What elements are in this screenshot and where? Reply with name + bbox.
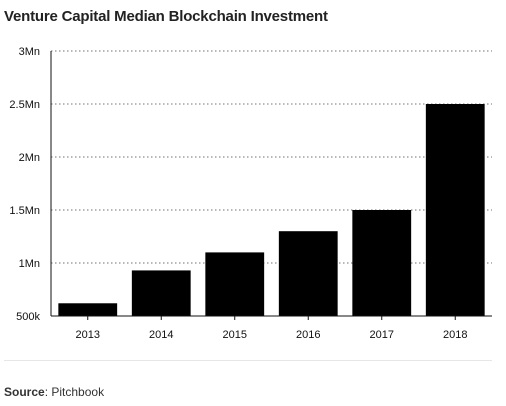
- bar-2018: [425, 104, 485, 316]
- x-tick-label: 2016: [296, 329, 320, 341]
- gridlines: [51, 50, 492, 264]
- x-axis-ticks: 2013 2014 2015 2016 2017 2018: [76, 316, 467, 341]
- x-tick-label: 2018: [443, 329, 467, 341]
- source-note: Source: Pitchbook: [4, 385, 104, 399]
- x-tick-label: 2013: [76, 329, 100, 341]
- bar-chart: 500k 1Mn 1.5Mn 2Mn 2.5Mn 3Mn 2013 2014 2015 2016…: [9, 46, 492, 341]
- x-tick-label: 2015: [223, 329, 247, 341]
- y-tick-label: 1.5Mn: [9, 205, 40, 217]
- x-tick-label: 2014: [149, 329, 173, 341]
- chart-title: Venture Capital Median Blockchain Invest…: [4, 8, 328, 25]
- bar-2015: [205, 252, 265, 316]
- y-tick-label: 2Mn: [19, 152, 40, 164]
- source-text: Pitchbook: [48, 385, 105, 399]
- axes: [50, 51, 492, 317]
- bars: [58, 104, 485, 316]
- y-axis-ticks: 500k 1Mn 1.5Mn 2Mn 2.5Mn 3Mn: [9, 46, 40, 323]
- bar-2017: [352, 210, 412, 316]
- bar-2016: [278, 231, 338, 316]
- source-label: Source: [4, 385, 45, 399]
- bar-2013: [58, 303, 118, 316]
- x-tick-label: 2017: [370, 329, 394, 341]
- y-tick-label: 2.5Mn: [9, 99, 40, 111]
- source-separator: :: [44, 385, 49, 399]
- y-tick-label: 500k: [16, 311, 40, 323]
- y-tick-label: 3Mn: [19, 46, 40, 58]
- bar-2014: [131, 270, 191, 316]
- y-tick-label: 1Mn: [19, 258, 40, 270]
- footer-divider: [4, 360, 492, 361]
